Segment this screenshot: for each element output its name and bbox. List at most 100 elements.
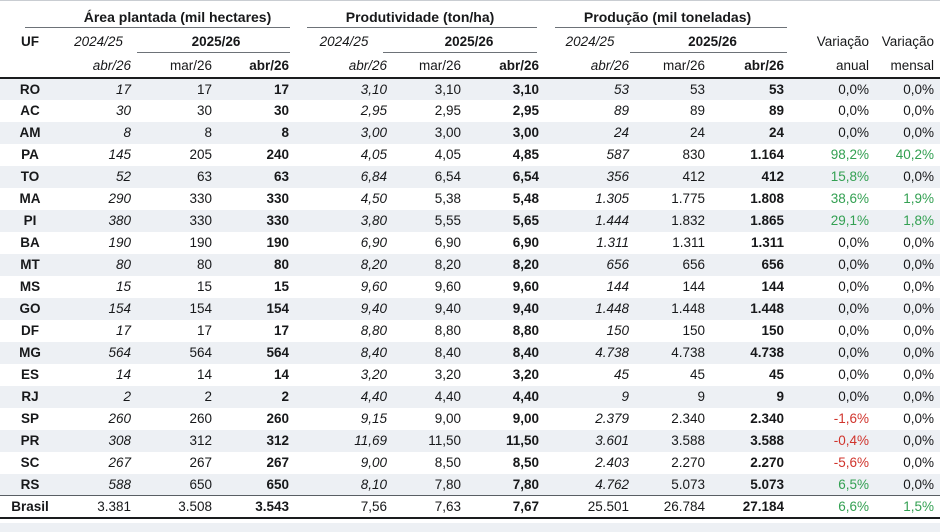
producao-abr-cell: 5.073 — [750, 476, 785, 492]
variation-annual-cell: 0,0% — [838, 323, 870, 338]
prod-prev-cell: 8,80 — [360, 323, 388, 338]
variation-annual-cell: -0,4% — [833, 433, 870, 448]
table-row: PI 380 330 330 3,80 5,55 5,65 1.444 1.83… — [0, 209, 940, 232]
table-row: AC 30 30 30 2,95 2,95 2,95 89 89 89 0,0%… — [0, 100, 940, 122]
prod-mar-cell: 6,90 — [434, 235, 462, 250]
area-mar-cell: 190 — [189, 235, 212, 250]
variation-monthly-spacer — [875, 1, 940, 29]
uf-label: SC — [20, 455, 40, 470]
uf-label: DF — [21, 323, 39, 338]
producao-month-abr-header: abr/26 — [711, 53, 791, 79]
producao-prev-cell: 356 — [606, 169, 630, 184]
prod-mar-cell: 8,50 — [434, 455, 462, 470]
prod-mar-cell: 7,63 — [434, 498, 462, 514]
producao-prev-cell: 25.501 — [587, 498, 630, 514]
prod-mar-cell: 5,38 — [434, 191, 462, 206]
prod-abr-cell: 8,80 — [512, 323, 540, 338]
variation-annual-cell: 98,2% — [830, 147, 870, 162]
area-abr-cell: 15 — [273, 279, 290, 294]
area-prev-cell: 267 — [108, 455, 131, 470]
producao-prev-cell: 1.305 — [595, 191, 630, 206]
producao-mar-cell: 89 — [690, 103, 706, 118]
variation-annual-cell: 6,6% — [838, 498, 870, 514]
area-abr-cell: 14 — [273, 367, 290, 382]
prod-abr-cell: 6,90 — [512, 235, 540, 250]
producao-mar-cell: 53 — [690, 81, 706, 97]
uf-spacer — [0, 1, 60, 29]
producao-abr-cell: 2.270 — [750, 455, 785, 470]
producao-abr-cell: 1.311 — [750, 235, 785, 250]
prod-prev-cell: 7,56 — [360, 498, 388, 514]
prod-abr-cell: 8,20 — [512, 257, 540, 272]
uf-label: MG — [19, 345, 41, 360]
prod-abr-cell: 8,50 — [512, 455, 540, 470]
variation-monthly-cell: 1,5% — [903, 498, 935, 514]
area-month-abr-header: abr/26 — [218, 53, 296, 79]
uf-label: Brasil — [11, 498, 49, 514]
variation-annual-cell: 0,0% — [838, 125, 870, 140]
variation-annual-cell: 6,5% — [838, 476, 870, 492]
producao-abr-cell: 1.808 — [750, 191, 785, 206]
producao-abr-cell: 412 — [761, 169, 785, 184]
producao-prev-cell: 144 — [606, 279, 630, 294]
producao-mar-cell: 9 — [697, 389, 706, 404]
area-abr-cell: 190 — [266, 235, 290, 250]
area-abr-cell: 17 — [273, 323, 290, 338]
producao-prev-cell: 53 — [614, 81, 630, 97]
prod-mar-cell: 3,00 — [434, 125, 462, 140]
table-row: PR 308 312 312 11,69 11,50 11,50 3.601 3… — [0, 429, 940, 452]
prod-prev-cell: 8,10 — [360, 476, 388, 492]
variation-annual-header-line1: Variação — [816, 33, 870, 49]
area-mar-cell: 564 — [189, 345, 212, 360]
producao-prev-cell: 89 — [614, 103, 630, 118]
variation-monthly-cell: 1,9% — [903, 191, 935, 206]
prod-mar-cell: 7,80 — [434, 476, 462, 492]
table-row: AM 8 8 8 3,00 3,00 3,00 24 24 24 0,0% 0,… — [0, 121, 940, 144]
uf-label: ES — [20, 367, 39, 382]
prod-mar-cell: 8,80 — [434, 323, 462, 338]
area-abr-cell: 63 — [273, 169, 290, 184]
prod-abr-cell: 5,48 — [512, 191, 540, 206]
area-mar-cell: 14 — [196, 367, 212, 382]
producao-month-mar-header: mar/26 — [635, 53, 712, 79]
area-month-mar-header: mar/26 — [137, 53, 218, 79]
area-abr-cell: 3.543 — [255, 498, 290, 514]
area-mar-cell: 17 — [196, 81, 212, 97]
prod-prev-cell: 11,69 — [354, 433, 388, 448]
producao-abr-cell: 1.448 — [750, 301, 785, 316]
area-mar-cell: 30 — [196, 103, 212, 118]
prod-prev-cell: 9,40 — [360, 301, 388, 316]
producao-mar-cell: 830 — [682, 147, 706, 162]
prod-prev-cell: 8,20 — [360, 257, 388, 272]
producao-prev-cell: 3.601 — [595, 433, 630, 448]
producao-abr-cell: 656 — [761, 257, 785, 272]
prod-abr-cell: 4,40 — [512, 389, 540, 404]
variation-monthly-cell: 0,0% — [903, 389, 935, 404]
prod-prev-cell: 6,90 — [360, 235, 388, 250]
area-prev-cell: 564 — [108, 345, 131, 360]
area-mar-cell: 267 — [189, 455, 212, 470]
variation-annual-cell: 0,0% — [838, 257, 870, 272]
month-header-row: abr/26 mar/26 abr/26 abr/26 mar/26 abr/2… — [0, 53, 940, 79]
prod-abr-cell: 9,00 — [512, 411, 540, 426]
prod-season-curr-header: 2025/26 — [444, 33, 494, 49]
table-row: DF 17 17 17 8,80 8,80 8,80 150 150 150 0… — [0, 320, 940, 342]
variation-monthly-cell: 0,0% — [903, 433, 935, 448]
area-abr-cell: 30 — [273, 103, 290, 118]
prod-mar-cell: 9,00 — [434, 411, 462, 426]
uf-label: AM — [19, 125, 41, 140]
producao-mar-cell: 2.270 — [671, 455, 706, 470]
prod-mar-cell: 9,60 — [434, 279, 462, 294]
prod-prev-cell: 9,60 — [360, 279, 388, 294]
prod-mar-cell: 8,40 — [434, 345, 462, 360]
prod-prev-cell: 9,15 — [360, 411, 388, 426]
prod-mar-cell: 3,20 — [434, 367, 462, 382]
table-row: PA 145 205 240 4,05 4,05 4,85 587 830 1.… — [0, 144, 940, 166]
area-abr-cell: 260 — [266, 411, 290, 426]
total-row: Brasil 3.381 3.508 3.543 7,56 7,63 7,67 … — [0, 495, 940, 518]
uf-label: PI — [23, 213, 37, 228]
producao-abr-cell: 1.865 — [750, 213, 785, 228]
variation-annual-cell: -1,6% — [833, 411, 870, 426]
prod-mar-cell: 3,10 — [434, 81, 462, 97]
area-mar-cell: 650 — [189, 476, 212, 492]
